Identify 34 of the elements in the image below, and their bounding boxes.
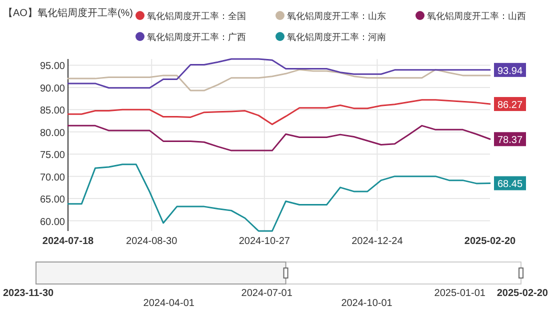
line-series bbox=[67, 99, 491, 126]
x-tick-label: 2024-10-27 bbox=[238, 236, 290, 247]
line-series bbox=[67, 124, 491, 152]
x-tick-label: 2024-12-24 bbox=[352, 236, 404, 247]
data-label: 86.27 bbox=[497, 100, 523, 112]
text: 2024-04-01 bbox=[143, 298, 195, 309]
y-tick-label: 60.00 bbox=[40, 216, 66, 228]
legend-label: 氧化铝周度开工率：广西 bbox=[147, 32, 246, 42]
x-tick-label: 2025-02-20 bbox=[464, 236, 516, 247]
text: 2023-11-30 bbox=[3, 288, 54, 299]
legend-label: 氧化铝周度开工率：河南 bbox=[287, 32, 386, 42]
text: 2024-07-01 bbox=[241, 288, 293, 299]
x-tick-label: 2024-08-30 bbox=[126, 236, 178, 247]
text: 2025-02-20 bbox=[496, 288, 548, 299]
y-tick-label: 85.00 bbox=[40, 106, 66, 117]
x-tick-label: 2024-07-18 bbox=[42, 236, 94, 247]
y-tick-label: 75.00 bbox=[40, 150, 66, 162]
y-tick-label: 65.00 bbox=[40, 194, 66, 206]
y-tick-label: 90.00 bbox=[40, 83, 66, 94]
data-label: 78.37 bbox=[497, 135, 523, 146]
legend-label: 氧化铝周度开工率：全国 bbox=[147, 11, 246, 21]
line-series bbox=[67, 68, 491, 92]
data-label: 93.94 bbox=[497, 66, 523, 77]
data-label: 68.45 bbox=[497, 179, 523, 190]
legend-label: 氧化铝周度开工率：山东 bbox=[287, 11, 386, 21]
y-tick-label: 70.00 bbox=[40, 172, 66, 184]
y-tick-label: 95.00 bbox=[40, 61, 66, 72]
legend-label: 氧化铝周度开工率：山西 bbox=[427, 11, 526, 21]
line-series bbox=[67, 164, 491, 232]
text: 2025-01-01 bbox=[434, 288, 486, 299]
line-series bbox=[67, 58, 491, 89]
chart-title: 【AO】氧化铝周度开工率(%) bbox=[3, 7, 133, 19]
y-tick-label: 80.00 bbox=[40, 128, 66, 139]
text: 2024-10-01 bbox=[341, 298, 393, 309]
